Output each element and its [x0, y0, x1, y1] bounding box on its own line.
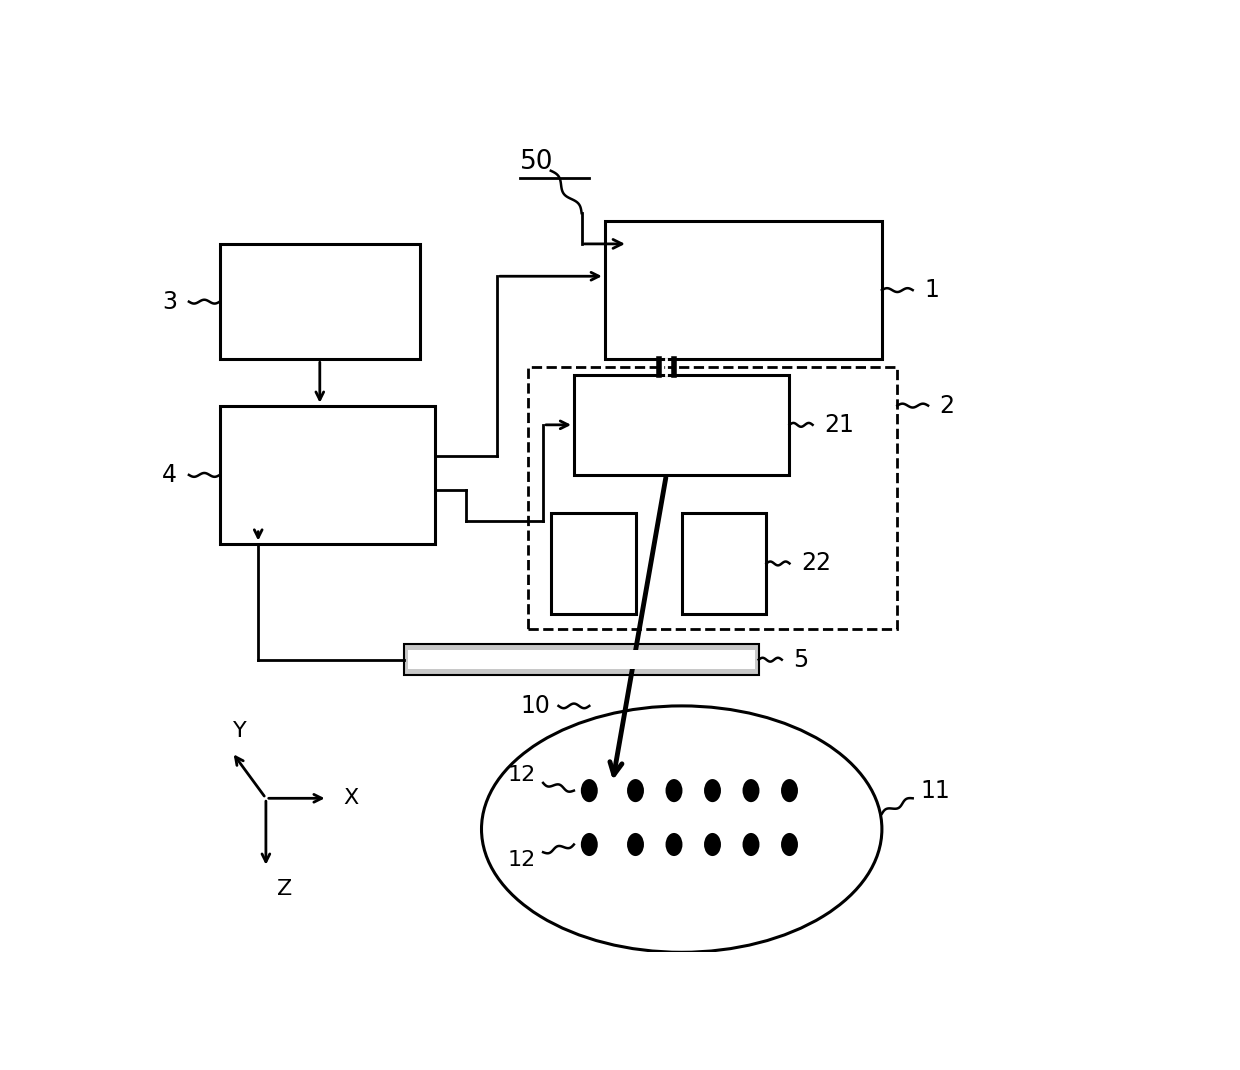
- Ellipse shape: [627, 832, 644, 856]
- Text: 10: 10: [521, 694, 551, 718]
- Ellipse shape: [666, 779, 682, 802]
- Text: X: X: [343, 789, 358, 808]
- Text: 2: 2: [940, 394, 955, 417]
- Bar: [605, 220, 882, 360]
- Text: 4: 4: [162, 463, 177, 487]
- Text: 12: 12: [507, 765, 536, 785]
- Text: 3: 3: [162, 290, 177, 314]
- Ellipse shape: [481, 706, 882, 952]
- Ellipse shape: [666, 832, 682, 856]
- Text: Z: Z: [278, 880, 293, 899]
- Ellipse shape: [781, 832, 799, 856]
- Ellipse shape: [704, 832, 720, 856]
- Ellipse shape: [743, 832, 759, 856]
- Text: 12: 12: [507, 850, 536, 870]
- Text: 1: 1: [924, 278, 939, 302]
- Ellipse shape: [580, 832, 598, 856]
- Bar: [408, 651, 755, 669]
- Ellipse shape: [704, 779, 720, 802]
- Text: 5: 5: [794, 647, 808, 672]
- Ellipse shape: [580, 779, 598, 802]
- Bar: [574, 374, 790, 475]
- Bar: [219, 244, 420, 360]
- Bar: [682, 514, 766, 613]
- Ellipse shape: [627, 779, 644, 802]
- Bar: [219, 406, 435, 545]
- Text: 50: 50: [520, 149, 553, 174]
- Text: 11: 11: [920, 779, 950, 802]
- Bar: [551, 514, 635, 613]
- Ellipse shape: [743, 779, 759, 802]
- Ellipse shape: [781, 779, 799, 802]
- Text: 21: 21: [825, 413, 854, 437]
- Text: Y: Y: [233, 720, 247, 740]
- Bar: [404, 644, 759, 675]
- Text: 22: 22: [801, 551, 831, 576]
- Bar: [528, 367, 898, 629]
